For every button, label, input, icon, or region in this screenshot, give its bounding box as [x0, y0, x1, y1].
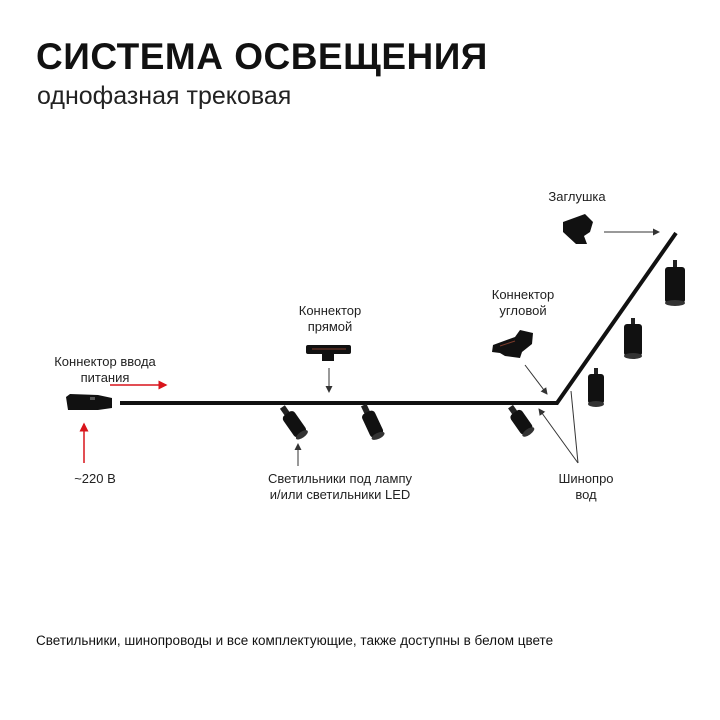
- page-title: СИСТЕМА ОСВЕЩЕНИЯ: [36, 36, 488, 77]
- label-line: вод: [575, 487, 597, 502]
- corner-connector-pointer: [524, 364, 548, 395]
- page-subtitle: однофазная трековая: [37, 82, 292, 110]
- track-pointer: [538, 408, 579, 464]
- label-line: Коннектор: [298, 303, 362, 318]
- label-line: угловой: [499, 303, 547, 318]
- spot-lamp: [665, 260, 685, 306]
- label-line: и/или светильники LED: [269, 487, 411, 502]
- label-line: Коннектор: [491, 287, 555, 302]
- lamps-label: Светильники под лампу и/или светильники L…: [268, 471, 412, 503]
- spot-lamp: [508, 404, 535, 437]
- voltage-label: ~220 В: [74, 471, 116, 486]
- straight-connector-label: Коннектор прямой: [299, 303, 362, 335]
- label-line: Шинопро: [558, 471, 614, 486]
- label-line: Светильники под лампу: [268, 471, 412, 486]
- spot-lamp: [588, 368, 604, 407]
- power-connector-label: Коннектор ввода питания: [54, 354, 156, 386]
- track: [120, 231, 678, 405]
- track-pointer: [570, 390, 579, 464]
- corner-connector-label: Коннектор угловой: [492, 287, 555, 319]
- label-line: прямой: [307, 319, 353, 334]
- straight-connector-icon: [306, 345, 351, 361]
- footer-note: Светильники, шинопроводы и все комплекту…: [36, 633, 554, 648]
- spot-lamp: [624, 318, 642, 359]
- end-cap-label: Заглушка: [548, 189, 606, 204]
- label-line: питания: [80, 370, 130, 385]
- label-line: Коннектор ввода: [54, 354, 156, 369]
- track-label: Шинопро вод: [558, 471, 613, 503]
- spot-lamp: [360, 403, 385, 440]
- power-connector-icon: [66, 394, 112, 410]
- corner-connector-icon: [492, 330, 533, 358]
- end-cap-icon: [563, 214, 593, 244]
- spot-lamp: [279, 405, 308, 440]
